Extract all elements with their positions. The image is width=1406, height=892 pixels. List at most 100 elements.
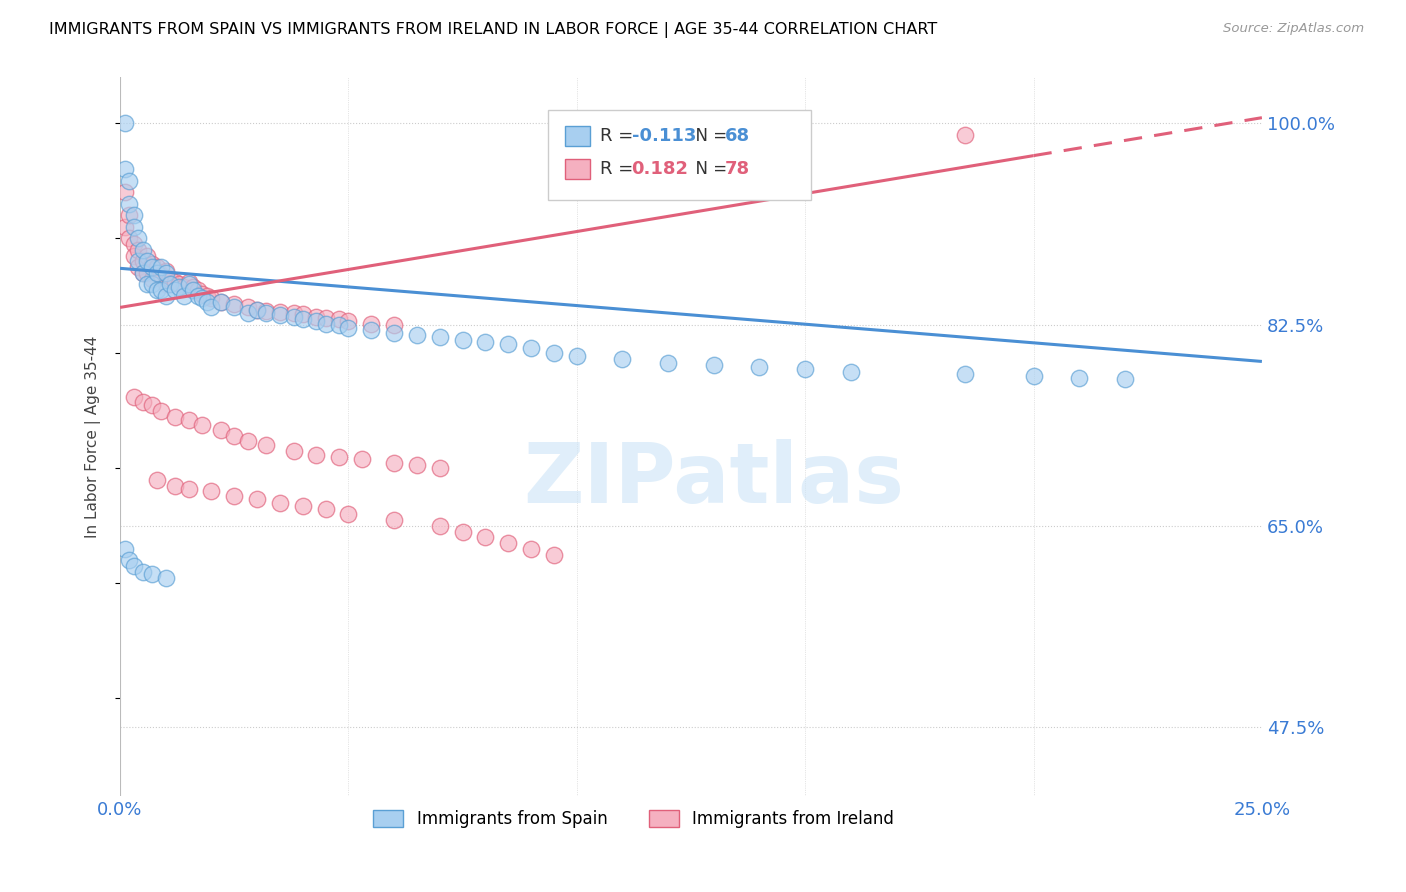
Point xyxy=(163,275,186,289)
Point xyxy=(145,473,167,487)
Point xyxy=(136,266,159,280)
Point xyxy=(382,326,405,340)
Point xyxy=(451,333,474,347)
Point xyxy=(360,317,382,331)
Point xyxy=(155,263,177,277)
Point xyxy=(127,254,149,268)
Point xyxy=(291,307,314,321)
Point xyxy=(315,501,337,516)
Point xyxy=(283,444,305,458)
Text: 78: 78 xyxy=(725,161,751,178)
Point xyxy=(114,541,136,556)
Point xyxy=(122,209,145,223)
Text: N =: N = xyxy=(685,161,733,178)
Point xyxy=(181,279,204,293)
Point xyxy=(254,306,277,320)
Point xyxy=(283,310,305,324)
Point xyxy=(209,424,232,438)
FancyBboxPatch shape xyxy=(565,160,591,179)
Point xyxy=(132,565,155,579)
Point xyxy=(118,231,141,245)
Point xyxy=(360,323,382,337)
Point xyxy=(187,283,209,297)
Point xyxy=(224,297,246,311)
Point xyxy=(352,452,374,467)
Point xyxy=(141,567,163,582)
Point xyxy=(191,286,214,301)
Point xyxy=(177,277,200,292)
Text: 0.182: 0.182 xyxy=(631,161,689,178)
Point xyxy=(209,294,232,309)
Point xyxy=(406,328,429,343)
Point xyxy=(132,254,155,268)
Point xyxy=(141,398,163,412)
Point xyxy=(122,249,145,263)
Legend: Immigrants from Spain, Immigrants from Ireland: Immigrants from Spain, Immigrants from I… xyxy=(367,803,901,835)
Point xyxy=(195,294,218,309)
Point xyxy=(122,559,145,574)
Point xyxy=(236,434,259,448)
Point xyxy=(520,541,543,556)
Point xyxy=(122,390,145,404)
Point xyxy=(145,266,167,280)
Point xyxy=(474,530,496,544)
Point xyxy=(187,289,209,303)
Text: R =: R = xyxy=(599,128,638,145)
Point xyxy=(246,302,269,317)
Point xyxy=(794,362,817,376)
Point xyxy=(305,310,328,324)
Point xyxy=(132,394,155,409)
Point xyxy=(118,197,141,211)
Point xyxy=(136,277,159,292)
Point xyxy=(141,277,163,292)
Point xyxy=(328,312,350,326)
Point xyxy=(429,461,451,475)
Point xyxy=(209,294,232,309)
Point xyxy=(122,219,145,234)
Point xyxy=(141,257,163,271)
Point xyxy=(315,310,337,325)
Point xyxy=(155,277,177,292)
Point xyxy=(177,482,200,496)
Point xyxy=(612,352,634,367)
Point xyxy=(657,356,679,370)
Point xyxy=(195,289,218,303)
Text: IMMIGRANTS FROM SPAIN VS IMMIGRANTS FROM IRELAND IN LABOR FORCE | AGE 35-44 CORR: IMMIGRANTS FROM SPAIN VS IMMIGRANTS FROM… xyxy=(49,22,938,38)
Text: N =: N = xyxy=(685,128,733,145)
Point xyxy=(337,508,360,522)
Point xyxy=(177,413,200,427)
Point xyxy=(173,289,195,303)
Point xyxy=(145,283,167,297)
Point xyxy=(191,417,214,432)
Point xyxy=(159,277,181,292)
Point xyxy=(136,254,159,268)
Point xyxy=(127,231,149,245)
Point xyxy=(155,266,177,280)
Point xyxy=(474,334,496,349)
Point xyxy=(839,365,862,379)
Point xyxy=(1114,372,1136,386)
Point xyxy=(254,438,277,452)
Point xyxy=(246,302,269,317)
Point xyxy=(169,279,191,293)
Point xyxy=(520,341,543,355)
Point xyxy=(118,209,141,223)
Point xyxy=(150,268,173,283)
Point xyxy=(291,500,314,514)
Point xyxy=(337,314,360,328)
Point xyxy=(236,306,259,320)
Point xyxy=(429,519,451,533)
Point xyxy=(191,291,214,305)
Point xyxy=(382,513,405,527)
Point xyxy=(703,358,725,372)
Point xyxy=(127,243,149,257)
Point xyxy=(1069,370,1091,384)
Point xyxy=(1022,369,1045,384)
Point xyxy=(315,317,337,331)
Point xyxy=(429,330,451,344)
Point xyxy=(132,266,155,280)
Point xyxy=(114,186,136,200)
FancyBboxPatch shape xyxy=(548,110,811,200)
Point xyxy=(118,174,141,188)
Point xyxy=(114,219,136,234)
